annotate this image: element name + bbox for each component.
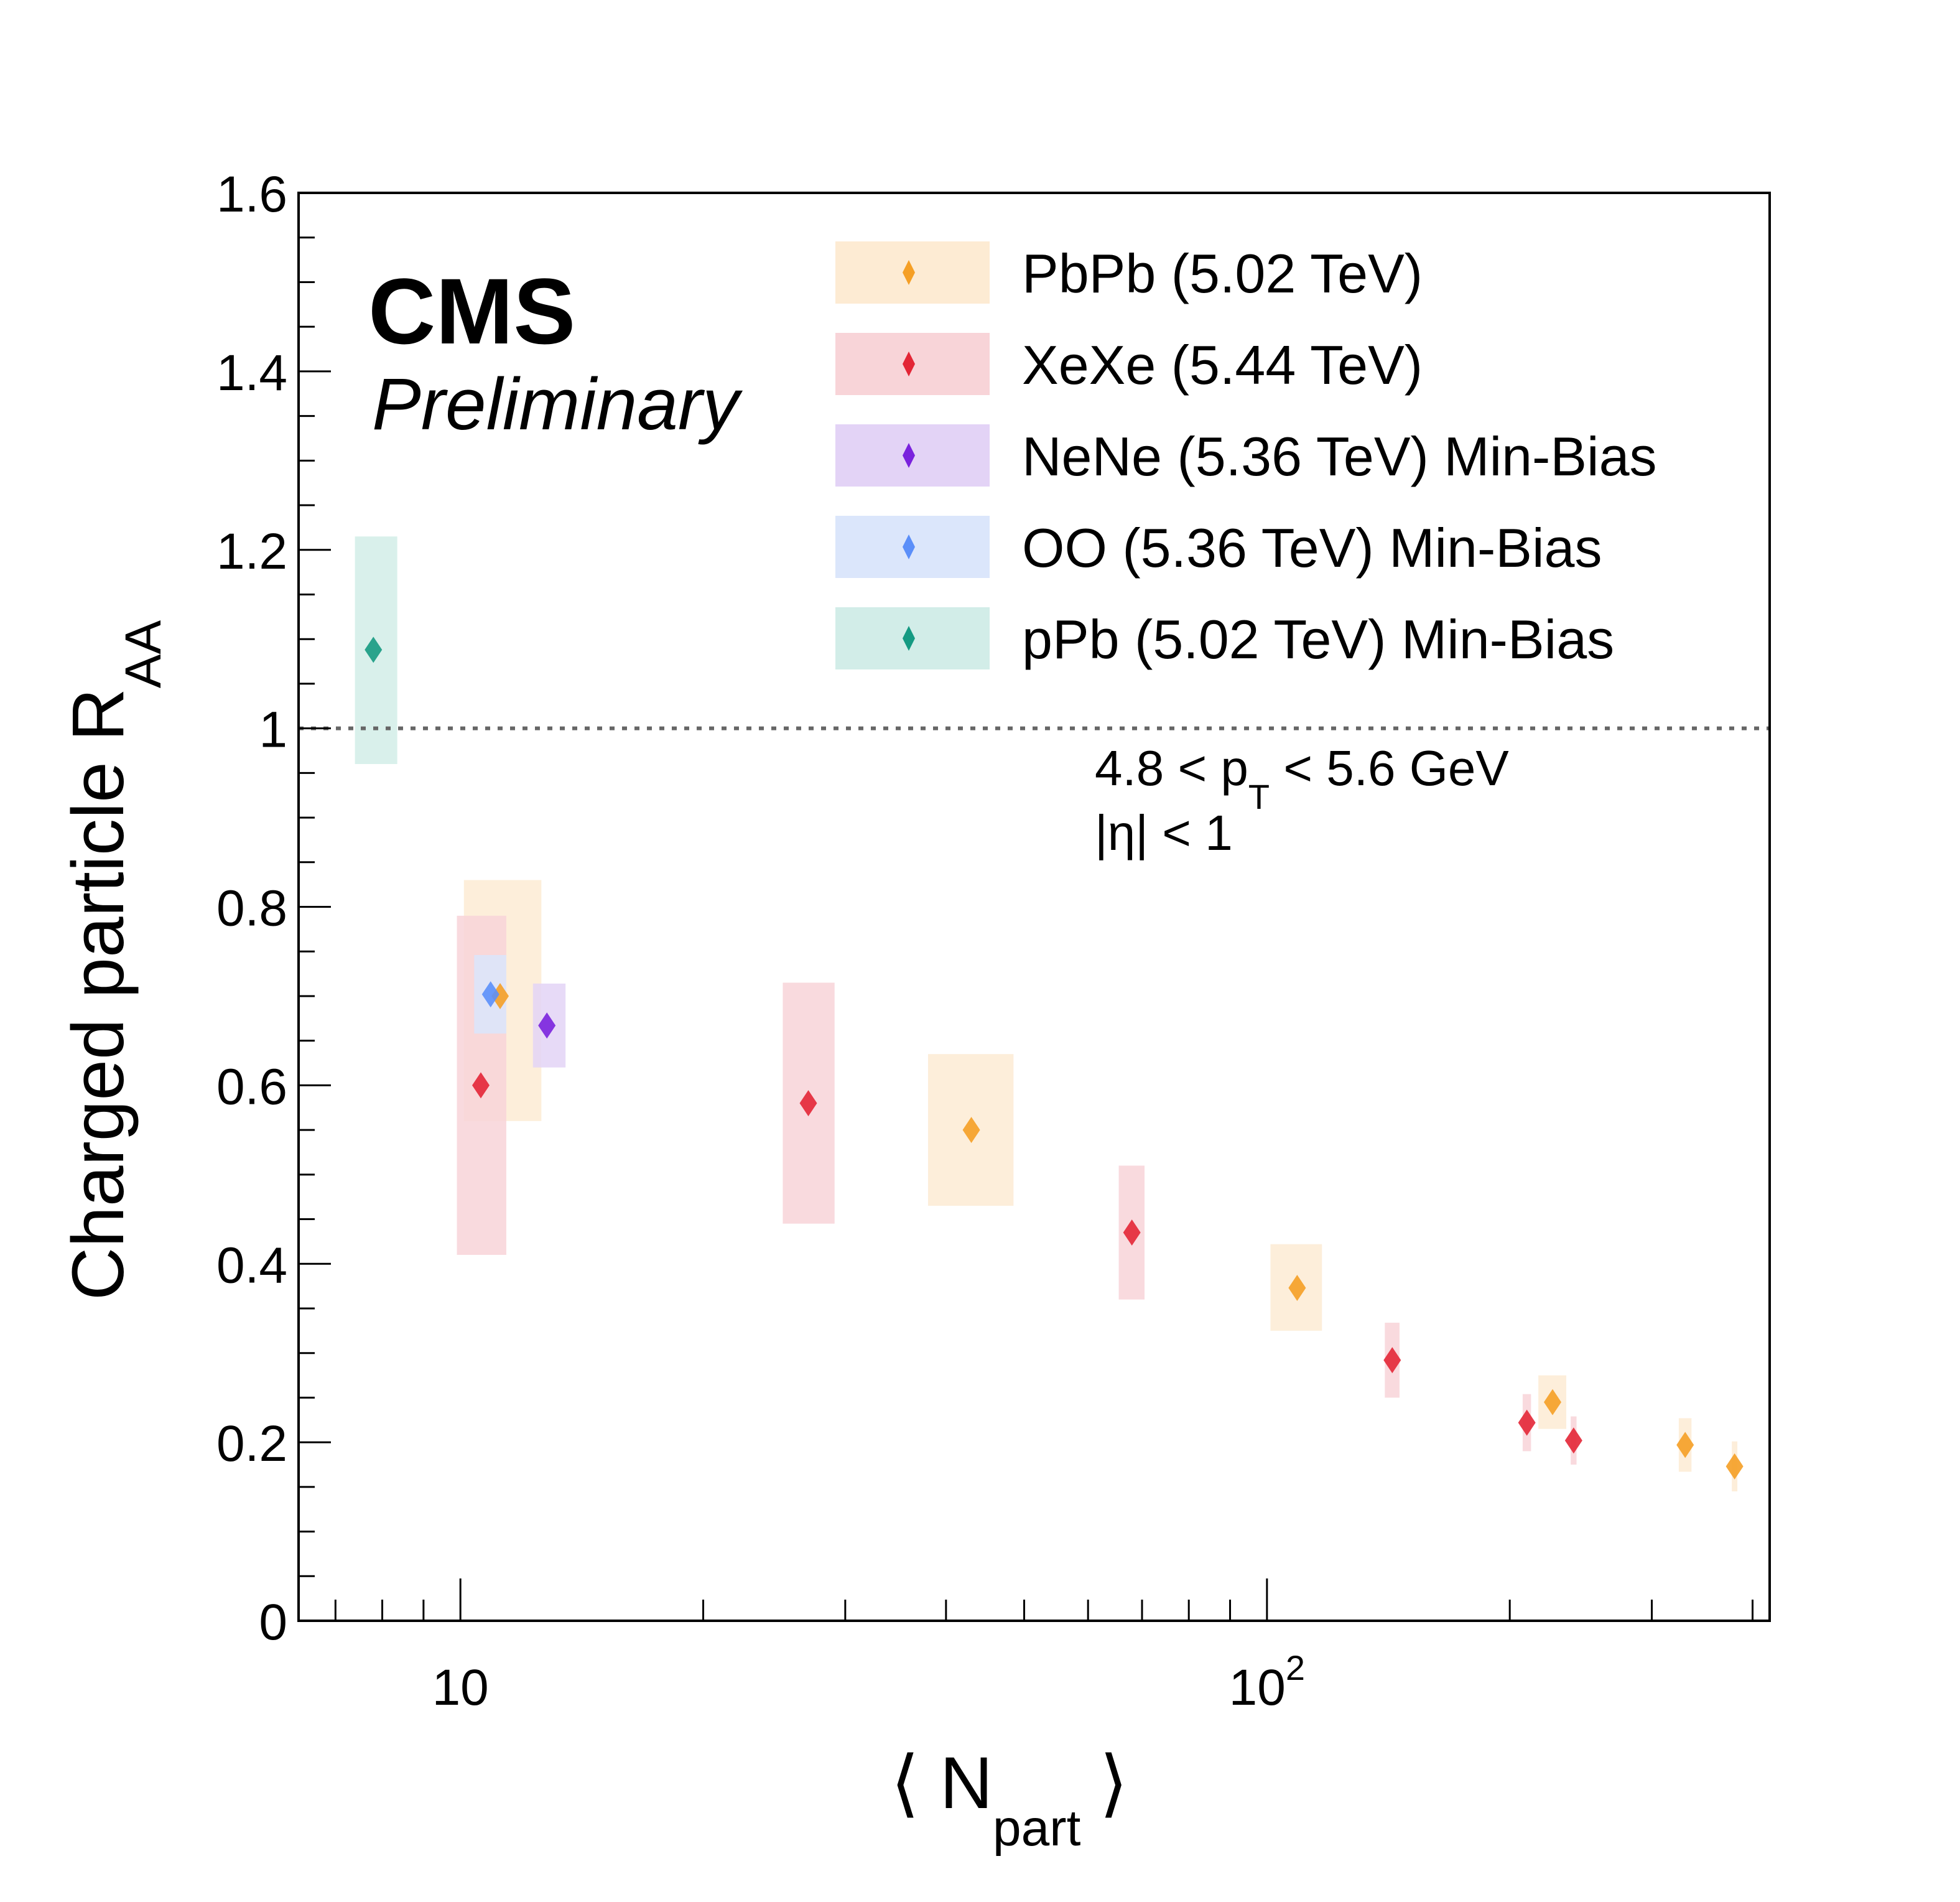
data-point-marker (1676, 1432, 1694, 1458)
legend-entry: NeNe (5.36 TeV) Min-Bias (835, 424, 1657, 487)
data-point-marker (481, 981, 499, 1008)
y-axis-title-main: Charged particle R (57, 688, 139, 1300)
y-axis-ticks (299, 192, 331, 1622)
x-tick-label: 102 (1229, 1648, 1305, 1716)
legend-label: OO (5.36 TeV) Min-Bias (1022, 517, 1602, 579)
pt-range-text: 4.8 < p (1095, 740, 1248, 796)
y-tick-label: 1.4 (216, 345, 287, 401)
x-axis-ticks (334, 1578, 1754, 1621)
legend-entry: pPb (5.02 TeV) Min-Bias (835, 607, 1614, 670)
systematic-boxes-layer (355, 536, 1738, 1492)
data-point-marker (1518, 1409, 1536, 1436)
x-tick-exponent: 2 (1286, 1648, 1305, 1687)
eta-range-annotation: |η| < 1 (1095, 805, 1233, 860)
data-point-marker (799, 1090, 817, 1117)
data-point-marker (365, 636, 383, 663)
legend-entry: OO (5.36 TeV) Min-Bias (835, 516, 1602, 579)
x-axis-title-sub: part (993, 1800, 1081, 1857)
legend-swatch-marker (903, 626, 915, 651)
data-point-marker (472, 1072, 490, 1099)
legend-label: NeNe (5.36 TeV) Min-Bias (1022, 426, 1657, 487)
y-tick-label: 0.2 (216, 1415, 287, 1472)
y-tick-label: 0.4 (216, 1237, 287, 1294)
legend-label: XeXe (5.44 TeV) (1022, 334, 1423, 396)
data-point-marker (1383, 1347, 1401, 1374)
y-tick-label: 0.6 (216, 1058, 287, 1115)
data-point-marker (1123, 1219, 1141, 1246)
legend-swatch-marker (903, 260, 915, 285)
legend-swatch-marker (903, 352, 915, 376)
legend-label: pPb (5.02 TeV) Min-Bias (1022, 608, 1614, 670)
x-axis-title: ⟨ Npart ⟩ (891, 1742, 1128, 1857)
legend-entry: XeXe (5.44 TeV) (835, 333, 1423, 396)
pt-range-annotation: 4.8 < pT < 5.6 GeV (1095, 740, 1509, 816)
legend-swatch-marker (903, 534, 915, 559)
x-axis-title-close: ⟩ (1099, 1742, 1128, 1824)
x-axis-tick-labels: 10 102 (432, 1648, 1305, 1716)
y-tick-label: 0 (259, 1594, 287, 1651)
y-axis-title-sub: AA (115, 620, 172, 688)
pt-range-tail: < 5.6 GeV (1270, 740, 1509, 796)
pt-range-subscript: T (1248, 777, 1270, 816)
data-point-marker (1544, 1389, 1562, 1415)
data-point-marker (962, 1117, 980, 1144)
y-tick-label: 0.8 (216, 880, 287, 937)
y-tick-label: 1 (259, 702, 287, 758)
y-axis-tick-labels: 0 0.2 0.4 0.6 0.8 1 1.2 1.4 1.6 (216, 166, 287, 1651)
x-tick-base: 10 (432, 1659, 489, 1716)
x-tick-label: 10 (432, 1659, 489, 1716)
legend: PbPb (5.02 TeV) XeXe (5.44 TeV) NeNe (5.36… (835, 241, 1657, 670)
y-tick-label: 1.2 (216, 523, 287, 580)
data-point-marker (1564, 1427, 1582, 1454)
legend-label: PbPb (5.02 TeV) (1022, 243, 1423, 304)
data-point-marker (538, 1012, 556, 1039)
preliminary-label: Preliminary (372, 363, 743, 445)
x-axis-title-open: ⟨ N (891, 1742, 993, 1824)
y-axis-title: Charged particle RAA (57, 620, 172, 1300)
legend-entry: PbPb (5.02 TeV) (835, 241, 1423, 304)
experiment-label: CMS (368, 259, 575, 363)
x-tick-base: 10 (1229, 1659, 1286, 1716)
data-point-marker (1288, 1274, 1306, 1301)
legend-swatch-marker (903, 443, 915, 468)
y-tick-label: 1.6 (216, 166, 287, 223)
data-point-marker (1725, 1453, 1744, 1480)
data-markers-layer (365, 636, 1744, 1480)
